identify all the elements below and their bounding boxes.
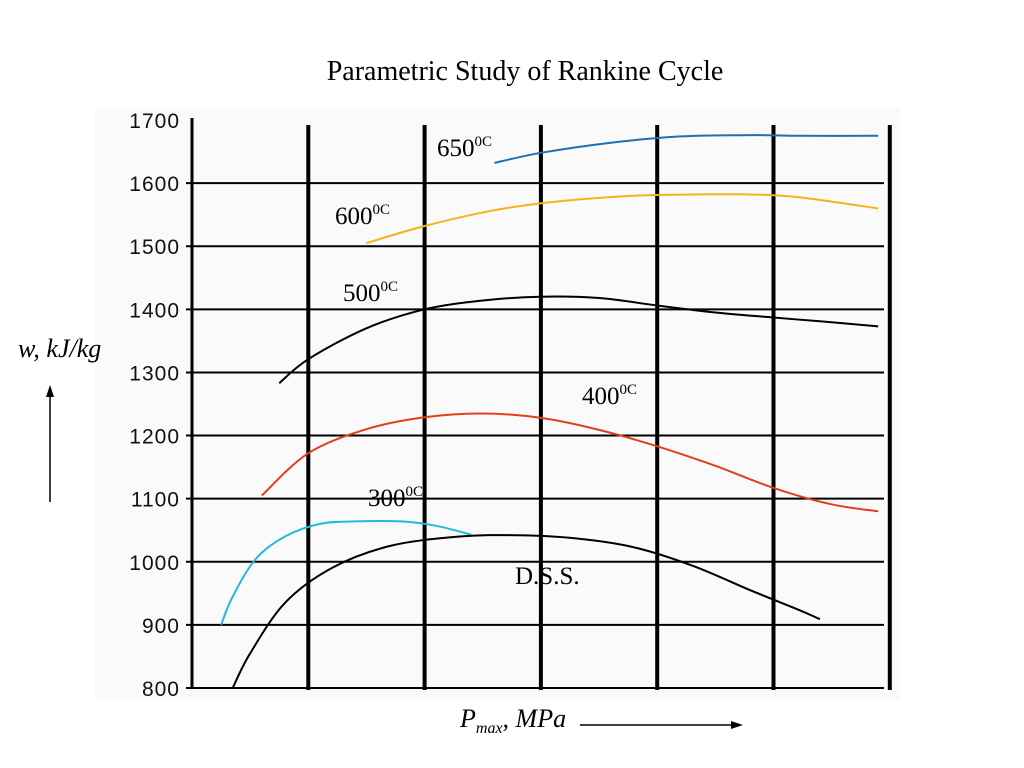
x-axis-label-sub: max (476, 720, 503, 737)
series-label-500: 5000C (343, 279, 398, 307)
chart-title: Parametric Study of Rankine Cycle (327, 56, 724, 87)
x-axis-arrowhead-icon (731, 721, 743, 729)
y-tick-label: 1100 (131, 489, 180, 512)
y-tick-labels: 1700 1600 1500 1400 1300 1200 1100 1000 900 800 (129, 110, 180, 701)
y-tick-label: 800 (142, 678, 180, 701)
series-label-300: 3000C (368, 484, 423, 512)
dss-label: D.S.S. (515, 563, 580, 590)
y-tick-label: 1400 (129, 299, 180, 322)
series-label-400: 4000C (582, 382, 637, 410)
x-axis-label-unit: , MPa (503, 704, 567, 733)
y-axis-label: w, kJ/kg (18, 334, 101, 363)
series-line-600 (366, 193, 879, 245)
dss-curve-line (231, 534, 821, 689)
series-label-650: 6500C (437, 134, 492, 162)
y-tick-label: 1600 (129, 173, 180, 196)
y-tick-label: 1700 (129, 110, 180, 133)
series-label-600: 6000C (335, 202, 390, 230)
y-tick-label: 1500 (129, 236, 180, 259)
series-line-300 (220, 519, 472, 626)
grid (186, 118, 892, 690)
y-tick-label: 1300 (129, 362, 180, 385)
y-axis-arrowhead-icon (46, 385, 54, 397)
curves (220, 134, 879, 689)
y-tick-label: 900 (142, 615, 180, 638)
series-line-400 (261, 412, 879, 513)
series-line-500 (278, 295, 879, 384)
y-tick-label: 1000 (129, 552, 180, 575)
x-axis-label-main: P (459, 704, 476, 733)
series-line-650 (494, 134, 879, 164)
x-axis-label: Pmax, MPa (459, 704, 566, 737)
plot-background (95, 108, 900, 700)
series-labels: 6500C 6000C 5000C 4000C 3000C D.S.S. (335, 134, 637, 590)
y-tick-label: 1200 (129, 426, 180, 449)
